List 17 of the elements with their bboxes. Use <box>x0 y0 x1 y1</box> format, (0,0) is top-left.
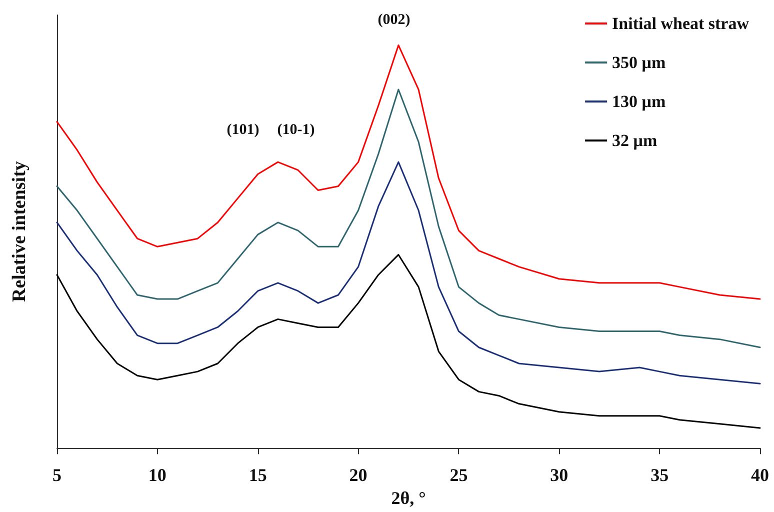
x-tick-label: 5 <box>52 465 62 486</box>
legend-label: 350 μm <box>612 53 666 72</box>
x-tick-label: 10 <box>148 465 166 486</box>
legend-label: 130 μm <box>612 92 666 111</box>
x-tick-label: 40 <box>751 465 769 486</box>
x-tick-label: 25 <box>450 465 468 486</box>
annotation: (101) <box>226 122 260 138</box>
text: (002) <box>378 12 410 28</box>
x-tick-label: 30 <box>550 465 568 486</box>
legend-label: Initial wheat straw <box>612 14 750 33</box>
x-tick-label: 20 <box>349 465 368 486</box>
legend-label: 32 μm <box>612 131 658 150</box>
x-tick-label: 35 <box>650 465 669 486</box>
y-axis-title: Relative intensity <box>9 160 30 302</box>
x-tick-label: 15 <box>248 465 267 486</box>
x-axis-title: 2θ, ° <box>391 488 426 508</box>
annotation: (10-1) <box>277 122 315 138</box>
